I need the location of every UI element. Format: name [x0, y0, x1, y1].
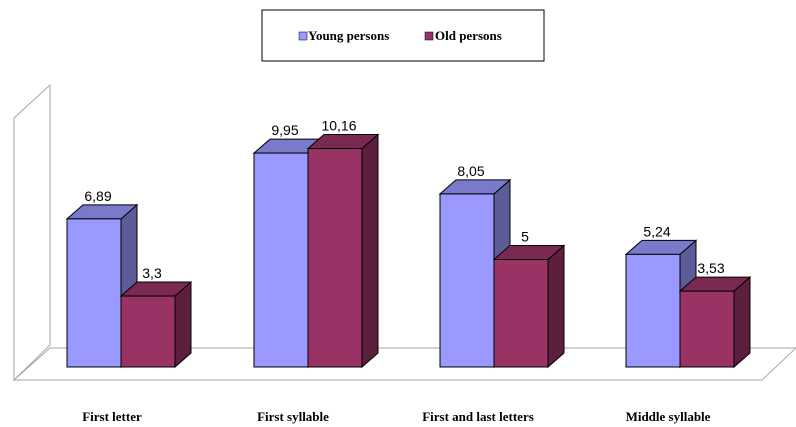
bar-young-persons-first-and-last-letters — [438, 178, 512, 369]
bar-front — [253, 152, 309, 368]
bar-front — [120, 295, 176, 368]
legend-label-old-persons: Old persons — [435, 28, 502, 43]
value-labels-group: 6,89 3,3 9,95 10,16 8,05 5 5,24 3,53 — [84, 118, 724, 281]
value-label-old-persons-first-and-last-letters: 5 — [521, 229, 529, 245]
bar-old-persons-middle-syllable — [678, 276, 752, 369]
legend-swatch-young-persons — [298, 31, 308, 41]
category-labels-group: First letter First syllable First and last… — [82, 409, 710, 424]
value-label-young-persons-middle-syllable: 5,24 — [643, 223, 670, 239]
bar-old-persons-first-and-last-letters — [492, 244, 566, 369]
bar-front — [493, 259, 549, 368]
category-label-first-and-last-letters: First and last letters — [422, 409, 534, 424]
bar-front — [625, 253, 681, 368]
bar-front — [66, 218, 122, 368]
category-label-first-letter: First letter — [82, 409, 142, 424]
floor — [12, 347, 796, 381]
bar-front — [439, 193, 495, 368]
value-label-young-persons-first-syllable: 9,95 — [271, 122, 298, 138]
bars-group — [65, 133, 752, 369]
bar-side — [174, 280, 192, 369]
value-label-young-persons-first-and-last-letters: 8,05 — [457, 163, 484, 179]
bar-side — [547, 244, 565, 369]
legend-box — [261, 9, 545, 62]
bar-old-persons-first-syllable — [306, 133, 380, 369]
bar-side — [733, 276, 751, 369]
category-label-first-syllable: First syllable — [257, 409, 329, 424]
bar-front — [307, 148, 363, 368]
value-label-old-persons-first-letter: 3,3 — [142, 265, 162, 281]
legend: Young persons Old persons — [261, 9, 545, 62]
legend-swatch-old-persons — [424, 31, 434, 41]
bar-front — [679, 290, 735, 368]
value-label-old-persons-first-syllable: 10,16 — [321, 118, 356, 134]
back-wall — [13, 83, 51, 382]
legend-label-young-persons: Young persons — [308, 28, 389, 43]
category-label-middle-syllable: Middle syllable — [626, 409, 711, 424]
bar-young-persons-middle-syllable — [624, 239, 698, 369]
bar-side — [361, 133, 379, 369]
bar-old-persons-first-letter — [119, 280, 193, 369]
chart-walls — [12, 83, 796, 382]
value-label-old-persons-middle-syllable: 3,53 — [697, 260, 724, 276]
value-label-young-persons-first-letter: 6,89 — [84, 188, 111, 204]
